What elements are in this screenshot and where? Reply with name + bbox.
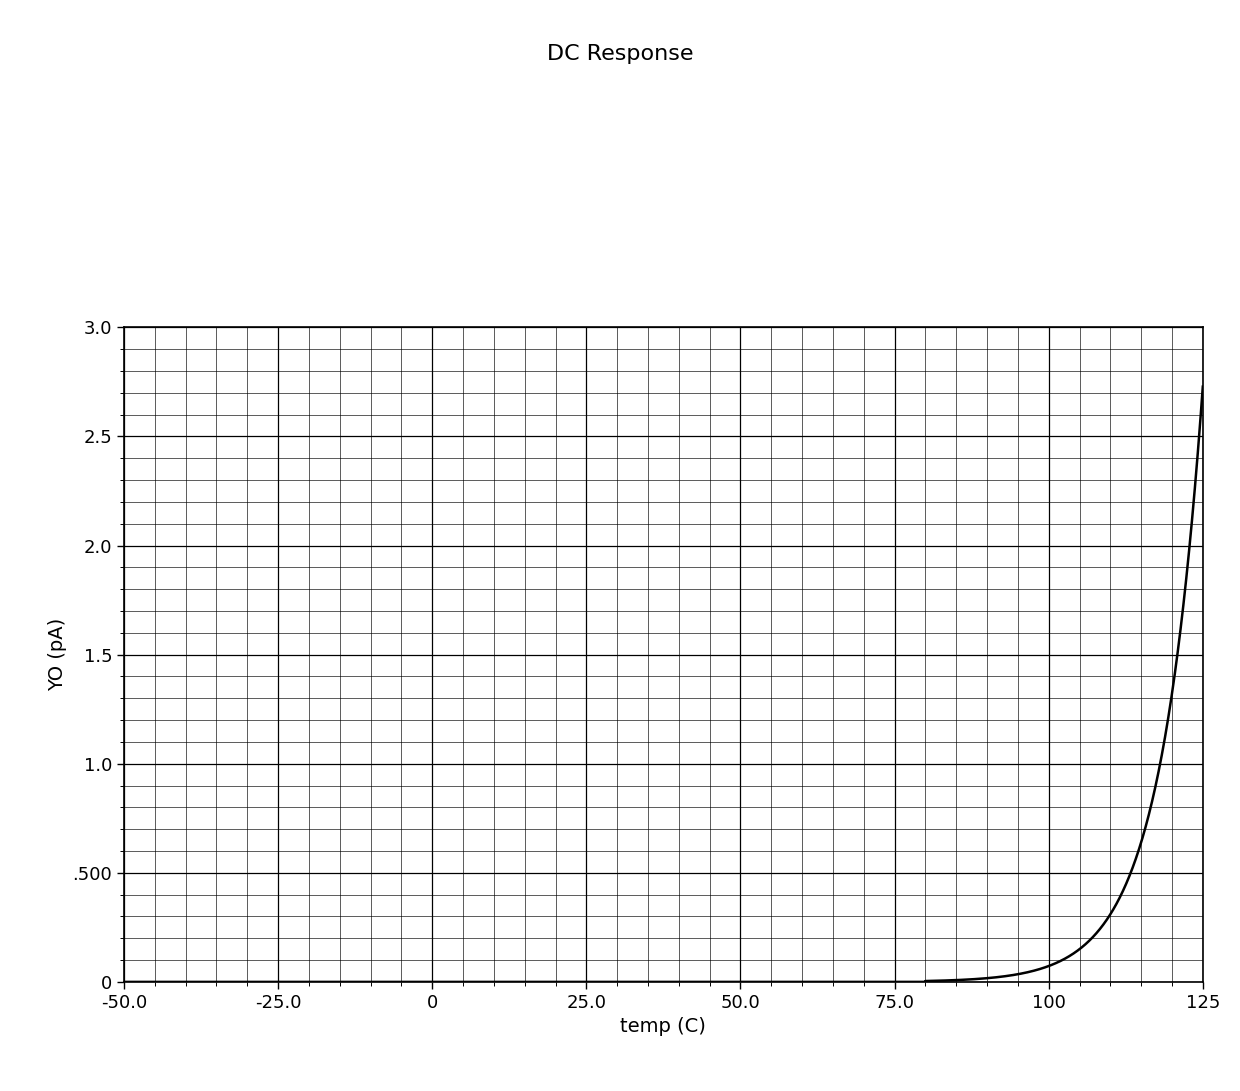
X-axis label: temp (C): temp (C) [620,1017,707,1036]
Text: DC Response: DC Response [547,44,693,63]
Y-axis label: YO (pA): YO (pA) [48,618,67,692]
